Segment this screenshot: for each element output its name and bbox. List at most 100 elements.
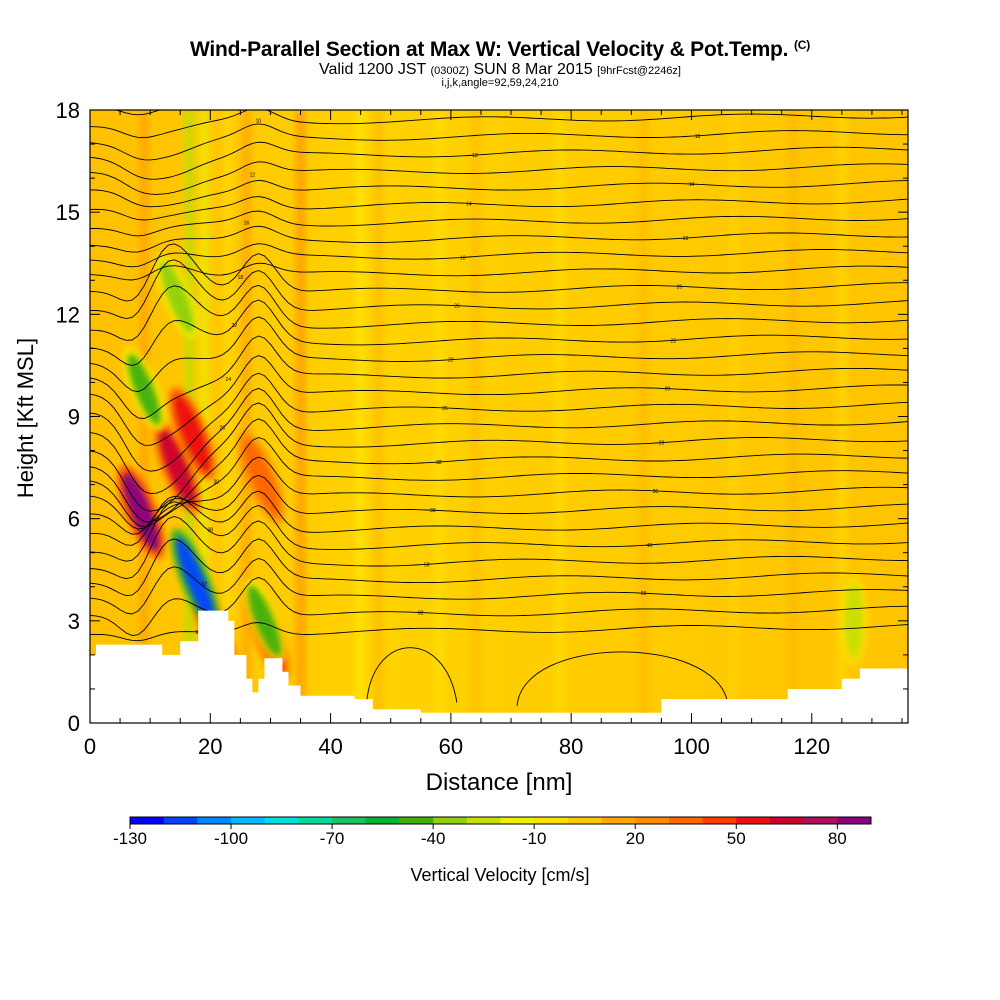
colorbar-swatch <box>668 817 703 824</box>
colorbar-swatch <box>702 817 737 824</box>
contour-label: 20 <box>454 304 460 310</box>
colorbar-frame <box>129 816 872 825</box>
theta-contour <box>366 647 458 703</box>
theta-contour <box>90 576 908 636</box>
downdraft-core <box>160 262 194 333</box>
contour-label: 40 <box>647 543 653 549</box>
contour-label: 30 <box>214 479 220 485</box>
field-stripe <box>469 110 480 723</box>
theta-contour <box>90 243 908 302</box>
theta-contour <box>90 262 908 281</box>
contour-label: 22 <box>232 323 238 329</box>
theta-contour <box>90 110 908 139</box>
colorbar-swatch <box>736 817 771 824</box>
terrain-shape <box>90 610 908 723</box>
field-stripe <box>355 110 366 723</box>
theta-contour <box>90 516 908 580</box>
contour-label: 12 <box>472 153 478 159</box>
contour-label: 58 <box>641 591 647 597</box>
updraft-core <box>158 428 196 507</box>
y-tick-label: 9 <box>68 405 80 430</box>
colorbar-swatch <box>163 817 198 824</box>
updraft-core <box>173 394 211 473</box>
theta-contour <box>90 402 908 512</box>
colorbar: -130 -100 -70 -40 -10 20 50 80 <box>113 816 872 848</box>
downdraft-core <box>844 583 863 659</box>
y-tick-label: 18 <box>56 98 80 123</box>
theta-contour <box>90 437 908 528</box>
chart-title: Wind-Parallel Section at Max W: Vertical… <box>189 38 811 61</box>
colorbar-tick-label: 20 <box>626 829 645 848</box>
theta-contour <box>90 179 908 208</box>
colorbar-tick-label: -10 <box>522 829 547 848</box>
theta-contour <box>90 501 908 562</box>
theta-contour <box>90 141 908 180</box>
contour-label: 38 <box>430 508 436 514</box>
colorbar-swatch <box>264 817 299 824</box>
contour-label: 38 <box>208 528 214 534</box>
contour-label: 16 <box>683 236 689 242</box>
contour-label: 22 <box>448 358 454 364</box>
x-tick-label: 80 <box>559 734 583 759</box>
contour-label: 18 <box>460 255 466 261</box>
colorbar-swatch <box>399 817 434 824</box>
x-tick-label: 40 <box>318 734 342 759</box>
contour-label: 22 <box>671 338 677 344</box>
colorbar-swatch <box>197 817 232 824</box>
colorbar-swatch <box>130 817 165 824</box>
theta-contour <box>90 387 908 495</box>
updraft-core <box>243 438 280 517</box>
terrain <box>90 610 908 723</box>
theta-contour <box>90 78 908 94</box>
theta-contour <box>516 651 729 707</box>
colorbar-tick-label: -40 <box>421 829 446 848</box>
theta-contour <box>90 335 908 419</box>
contour-label: 10 <box>695 134 701 140</box>
x-tick-label: 20 <box>198 734 222 759</box>
colorbar-swatch <box>601 817 636 824</box>
contour-label: 10 <box>256 118 262 124</box>
x-tick-label: 120 <box>793 734 830 759</box>
theta-contour <box>90 355 908 446</box>
theta-contour <box>90 299 908 366</box>
x-tick-label: 0 <box>84 734 96 759</box>
theta-contour <box>90 490 908 546</box>
y-axis-label: Height [Kft MSL] <box>13 338 38 498</box>
theta-contour <box>90 418 908 523</box>
colorbar-swatch <box>500 817 535 824</box>
x-tick-label: 100 <box>673 734 710 759</box>
chart-indices: i,j,k,angle=92,59,24,210 <box>441 77 559 89</box>
theta-contours: 9082585250403838363032282626202422222220… <box>90 78 908 707</box>
chart-subtitle: Valid 1200 JST (0300Z) SUN 8 Mar 2015 [9… <box>318 61 681 78</box>
contour-label: 24 <box>226 377 232 383</box>
contour-label: 82 <box>418 611 424 617</box>
colorbar-swatch <box>466 817 501 824</box>
contour-label: 26 <box>220 425 226 431</box>
theta-contour <box>90 372 908 472</box>
theta-contour <box>90 538 908 597</box>
field-stripe <box>199 110 210 723</box>
theta-contour <box>90 456 908 530</box>
theta-contour <box>90 161 908 195</box>
contour-label: 14 <box>689 182 695 188</box>
x-tick-label: 60 <box>439 734 463 759</box>
y-tick-label: 15 <box>56 200 80 225</box>
colorbar-tick-label: -70 <box>320 829 345 848</box>
field-stripe <box>554 110 565 723</box>
field-stripe <box>295 110 306 723</box>
colorbar-swatch <box>231 817 266 824</box>
theta-contour <box>90 284 908 341</box>
field-stripe <box>223 110 234 723</box>
contour-label: 18 <box>238 275 244 281</box>
colorbar-tick-label: -130 <box>113 829 147 848</box>
colorbar-swatch <box>298 817 333 824</box>
contour-label: 52 <box>201 582 207 588</box>
field-stripe <box>638 110 649 723</box>
theta-contour <box>90 225 908 253</box>
theta-contour <box>90 243 908 268</box>
colorbar-tick-label: 50 <box>727 829 746 848</box>
y-tick-label: 6 <box>68 507 80 532</box>
field-stripe <box>728 110 739 723</box>
